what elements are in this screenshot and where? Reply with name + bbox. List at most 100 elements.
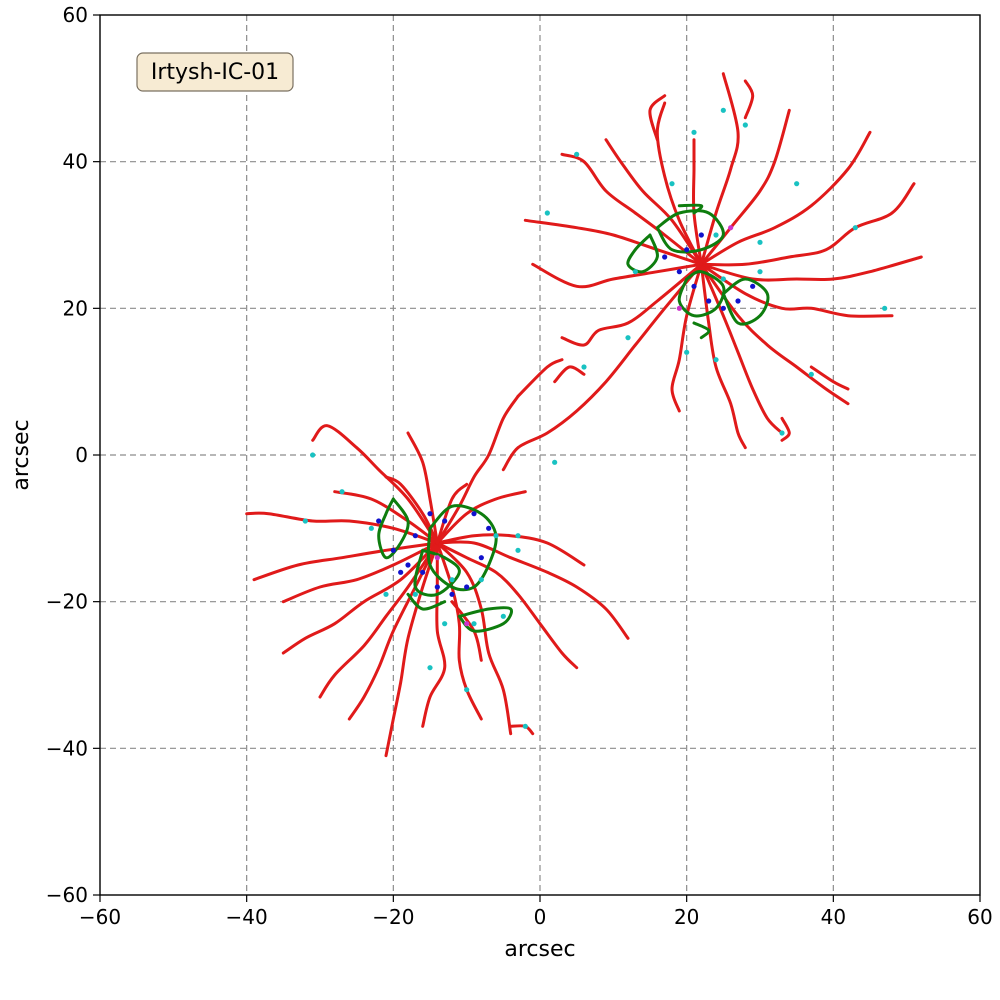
cyan-point bbox=[882, 305, 888, 311]
blue-point bbox=[405, 562, 411, 568]
blue-point bbox=[427, 511, 433, 517]
red-curve bbox=[560, 152, 703, 266]
cyan-point bbox=[368, 525, 374, 531]
y-tick-label: 0 bbox=[75, 443, 88, 467]
cyan-point bbox=[713, 357, 719, 363]
cyan-point bbox=[742, 122, 748, 128]
blue-point bbox=[412, 533, 418, 539]
red-curve bbox=[435, 533, 586, 567]
blue-point bbox=[735, 298, 741, 304]
cyan-point bbox=[684, 349, 690, 355]
red-curve bbox=[699, 262, 894, 318]
y-axis-label: arcsec bbox=[9, 419, 34, 490]
cyan-point bbox=[625, 335, 631, 341]
x-axis-label: arcsec bbox=[504, 937, 575, 962]
red-curve bbox=[318, 541, 439, 699]
blue-point bbox=[434, 584, 440, 590]
x-tick-label: 0 bbox=[534, 905, 547, 929]
red-curve bbox=[333, 490, 439, 545]
cyan-point bbox=[808, 371, 814, 377]
red-curve bbox=[648, 94, 667, 142]
green-curve bbox=[677, 270, 726, 318]
red-curve bbox=[516, 358, 564, 398]
cyan-point bbox=[471, 621, 477, 627]
red-curve bbox=[435, 394, 520, 545]
cyan-point bbox=[779, 430, 785, 436]
cyan-point bbox=[522, 723, 528, 729]
green-curve bbox=[721, 277, 770, 326]
red-curve bbox=[699, 182, 916, 267]
cyan-point bbox=[383, 591, 389, 597]
blue-point bbox=[376, 518, 382, 524]
cyan-point bbox=[632, 269, 638, 275]
cyan-point bbox=[515, 533, 521, 539]
x-tick-label: 40 bbox=[821, 905, 846, 929]
red-curve bbox=[691, 138, 703, 266]
blue-point bbox=[420, 569, 426, 575]
annotation-badge: Irtysh-IC-01 bbox=[136, 52, 294, 92]
red-curve bbox=[384, 541, 439, 758]
y-tick-label: −20 bbox=[46, 590, 88, 614]
red-curve bbox=[531, 262, 703, 289]
cyan-point bbox=[449, 577, 455, 583]
x-tick-label: −60 bbox=[79, 905, 121, 929]
red-curve bbox=[553, 365, 586, 384]
blue-point bbox=[676, 269, 682, 275]
red-curve bbox=[501, 262, 703, 472]
blue-point bbox=[390, 547, 396, 553]
cyan-point bbox=[500, 613, 506, 619]
green-curve bbox=[457, 606, 513, 633]
red-curve bbox=[699, 72, 740, 266]
cyan-point bbox=[493, 533, 499, 539]
red-curve bbox=[281, 541, 439, 655]
curve-cluster-2 bbox=[501, 72, 923, 472]
blue-point bbox=[750, 283, 756, 289]
y-tick-label: 60 bbox=[63, 3, 88, 27]
red-curve bbox=[311, 424, 439, 545]
red-curve bbox=[560, 262, 703, 347]
green-curve bbox=[677, 203, 704, 215]
magenta-point bbox=[728, 225, 734, 231]
grid-lines bbox=[100, 15, 980, 895]
red-curve bbox=[435, 541, 579, 670]
cyan-point bbox=[552, 459, 558, 465]
green-curve bbox=[655, 209, 725, 254]
red-curve bbox=[435, 490, 527, 545]
red-curve bbox=[245, 511, 439, 545]
x-tick-label: −40 bbox=[226, 905, 268, 929]
cyan-point bbox=[464, 687, 470, 693]
red-curve bbox=[809, 365, 850, 391]
cyan-point bbox=[720, 107, 726, 113]
cyan-point bbox=[757, 239, 763, 245]
annotation-label: Irtysh-IC-01 bbox=[151, 60, 279, 85]
cyan-point bbox=[478, 577, 484, 583]
y-tick-label: 40 bbox=[63, 150, 88, 174]
cyan-point bbox=[339, 489, 345, 495]
cyan-point bbox=[852, 225, 858, 231]
green-curve bbox=[413, 548, 461, 597]
red-curve bbox=[435, 482, 469, 545]
annotation-badge-box bbox=[136, 52, 294, 92]
magenta-point bbox=[434, 555, 440, 561]
red-curve bbox=[281, 541, 439, 604]
blue-point bbox=[449, 591, 455, 597]
blue-point bbox=[698, 232, 704, 238]
y-tick-label: −60 bbox=[46, 883, 88, 907]
cyan-point bbox=[581, 364, 587, 370]
cyan-point bbox=[515, 547, 521, 553]
red-curve bbox=[435, 540, 630, 640]
cyan-point bbox=[427, 665, 433, 671]
cyan-point bbox=[713, 232, 719, 238]
curve-cluster-1 bbox=[245, 394, 630, 758]
green-curve bbox=[426, 504, 498, 592]
blue-point bbox=[691, 283, 697, 289]
blue-point bbox=[464, 584, 470, 590]
green-curve bbox=[406, 592, 447, 611]
red-curve bbox=[699, 130, 872, 266]
x-tick-label: −20 bbox=[372, 905, 414, 929]
cyan-point bbox=[412, 591, 418, 597]
cyan-point bbox=[757, 269, 763, 275]
lens-curves-layer bbox=[245, 72, 923, 758]
red-curve bbox=[699, 262, 747, 450]
magenta-point bbox=[464, 621, 470, 627]
